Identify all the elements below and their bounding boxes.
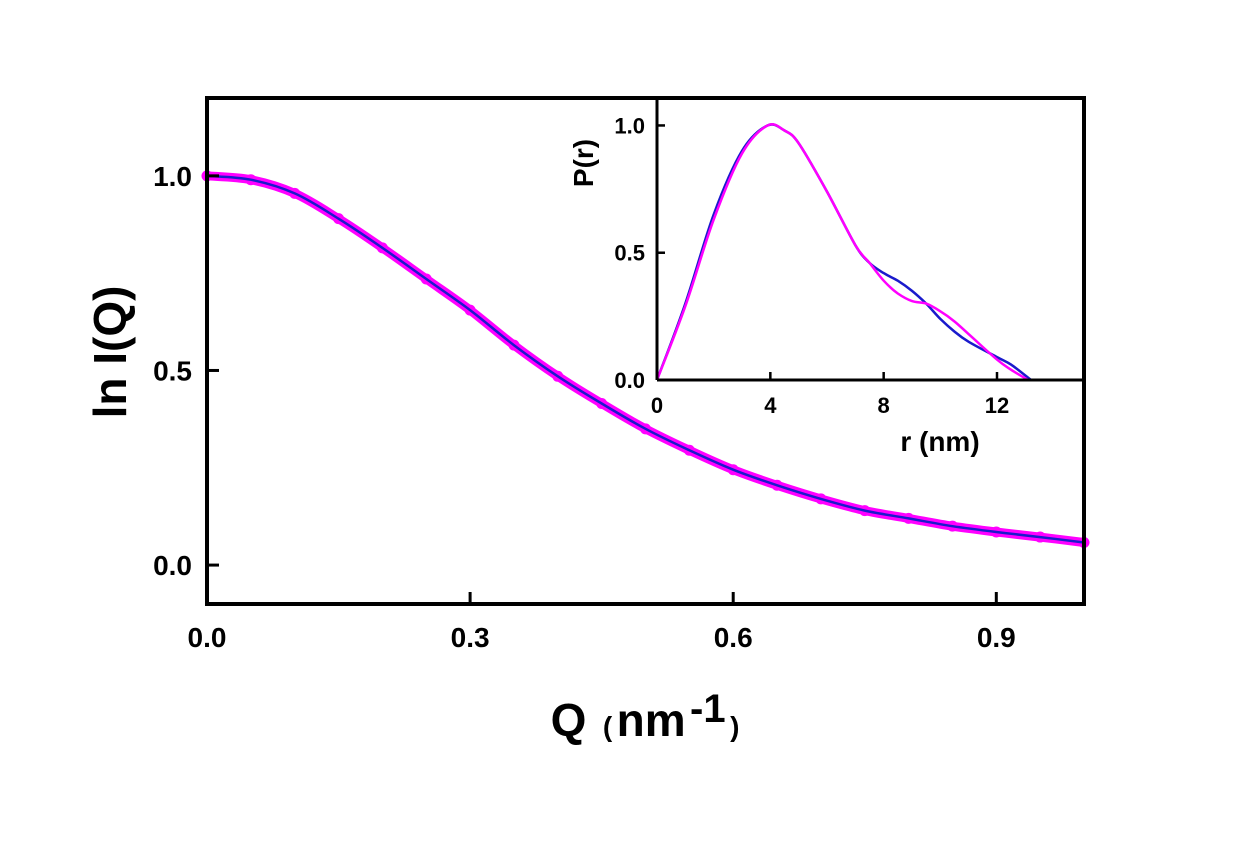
main-x-tick-label: 0.9 [977, 622, 1016, 653]
inset-y-axis-label: P(r) [568, 139, 599, 187]
main-x-axis-label-name: Q [551, 694, 587, 746]
inset-y-tick-label: 0.0 [614, 368, 645, 393]
inset-axis-ticks: 0 4 8 12 0.0 0.5 1.0 [614, 113, 1009, 418]
inset-y-tick-label: 1.0 [614, 113, 645, 138]
inset-series-line [655, 122, 1029, 382]
inset-x-tick-label: 8 [878, 393, 890, 418]
main-x-axis-label-paren-close: ) [730, 711, 739, 742]
main-y-tick-label: 0.5 [153, 355, 192, 386]
main-x-axis-label: Q ( nm -1 ) [551, 687, 740, 746]
inset-x-tick-label: 12 [985, 393, 1009, 418]
main-plot: 0.0 0.3 0.6 0.9 0.0 0.5 1.0 ln I(Q) Q ( nm -1 … [84, 96, 1090, 746]
main-x-tick-label: 0.0 [188, 622, 227, 653]
main-y-tick-label: 0.0 [153, 550, 192, 581]
inset-background [657, 100, 1082, 380]
inset-y-tick-label: 0.5 [614, 241, 645, 266]
main-y-tick-label: 1.0 [153, 161, 192, 192]
main-x-axis-label-paren-open: ( [603, 711, 613, 742]
main-x-axis-label-exponent: -1 [690, 687, 726, 731]
main-plot-frame [205, 96, 1086, 606]
inset-plot: 0 4 8 12 0.0 0.5 1.0 P(r) r (nm) [568, 100, 1082, 457]
main-x-tick-label: 0.3 [451, 622, 490, 653]
main-fit-line [206, 174, 1085, 544]
main-x-axis-label-unit: nm [617, 694, 686, 746]
inset-x-axis-label: r (nm) [900, 426, 979, 457]
main-axis-ticks: 0.0 0.3 0.6 0.9 0.0 0.5 1.0 [153, 161, 1016, 653]
main-y-axis-label: ln I(Q) [84, 286, 136, 419]
inset-x-tick-label: 0 [651, 393, 663, 418]
inset-series-layer [655, 122, 1032, 382]
main-x-tick-label: 0.6 [714, 622, 753, 653]
inset-axes [655, 100, 1082, 382]
inset-x-tick-label: 4 [764, 393, 777, 418]
main-series-layer [201, 170, 1090, 549]
